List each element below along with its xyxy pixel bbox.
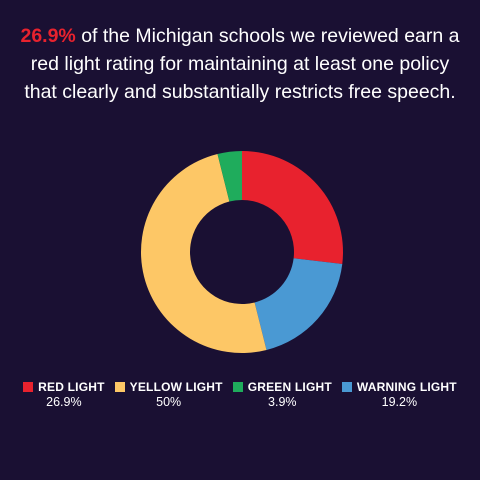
- legend-label-green-light: GREEN LIGHT: [247, 380, 332, 394]
- legend-swatch-yellow-light: [114, 382, 125, 392]
- slice-red-light: [242, 151, 343, 265]
- legend-value-warning-light: 19.2%: [381, 395, 418, 409]
- legend-item-warning-light: WARNING LIGHT 19.2%: [341, 380, 457, 409]
- legend-value-red-light: 26.9%: [46, 395, 82, 409]
- legend-item-yellow-light: YELLOW LIGHT 50%: [114, 380, 223, 409]
- legend-swatch-green-light: [232, 382, 243, 392]
- slice-green-light: [217, 151, 242, 202]
- legend: RED LIGHT 26.9% YELLOW LIGHT 50% GREEN LIGHT…: [0, 380, 480, 409]
- legend-value-yellow-light: 50%: [156, 395, 182, 409]
- headline: 26.9% of the Michigan schools we reviewe…: [20, 22, 460, 106]
- legend-label-warning-light: WARNING LIGHT: [356, 380, 457, 394]
- legend-value-green-light: 3.9%: [268, 395, 297, 409]
- legend-label-red-light: RED LIGHT: [38, 380, 105, 394]
- legend-entry: WARNING LIGHT: [341, 380, 457, 394]
- legend-item-green-light: GREEN LIGHT 3.9%: [232, 380, 332, 409]
- legend-swatch-warning-light: [341, 382, 352, 392]
- legend-swatch-red-light: [23, 382, 34, 392]
- legend-entry: YELLOW LIGHT: [114, 380, 223, 394]
- headline-highlight: 26.9%: [20, 25, 76, 47]
- legend-entry: GREEN LIGHT: [232, 380, 332, 394]
- legend-entry: RED LIGHT: [23, 380, 104, 394]
- slice-yellow-light: [141, 154, 267, 353]
- legend-item-red-light: RED LIGHT 26.9%: [23, 380, 104, 409]
- legend-label-yellow-light: YELLOW LIGHT: [129, 380, 223, 394]
- headline-text: of the Michigan schools we reviewed earn…: [24, 25, 460, 103]
- slice-warning-light: [254, 258, 343, 350]
